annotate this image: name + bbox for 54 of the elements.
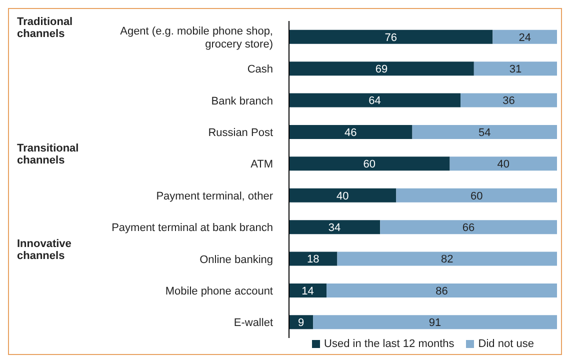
data-label: 24 [518,32,531,44]
legend-label: Did not use [477,338,534,350]
data-label: 40 [497,158,510,171]
bar [289,188,396,202]
bar [313,315,557,330]
data-label: 9 [298,317,304,330]
text: Transitional channels [17,142,79,167]
y-tick-label: Bank branch [211,95,273,108]
y-tick-label: Cash [247,64,273,76]
bar [289,283,327,298]
bar [450,156,557,171]
y-tick-label: Payment terminal, other [156,190,274,202]
data-label: 46 [344,126,357,139]
bar [396,188,557,202]
legend-label: Used in the last 12 months [323,338,454,350]
bar [289,252,338,266]
data-label: 14 [302,285,314,298]
data-label: 66 [462,222,475,234]
bar [289,156,450,171]
data-label: 69 [375,63,388,76]
data-label: 60 [363,158,376,171]
y-tick-label: ATM [250,158,273,171]
data-label: 86 [436,285,448,298]
data-label: 64 [368,95,381,108]
bar [474,62,557,76]
bar [337,252,557,266]
bar [492,30,557,44]
y-tick-label: E-wallet [234,317,273,330]
data-label: 60 [470,190,483,202]
bar [412,124,557,139]
data-label: 54 [478,126,491,139]
data-label: 76 [384,32,397,44]
text: Traditional channels [17,16,73,40]
data-label: 36 [502,95,515,108]
y-tick-label: Online banking [200,254,273,266]
data-label: 31 [509,63,522,76]
bar [289,124,412,139]
bar [460,93,557,108]
bar [289,220,380,234]
y-tick-label: Agent (e.g. mobile phone shop, grocery store) [120,25,273,50]
data-label: 40 [336,190,349,202]
bar [289,62,474,76]
bar [289,93,461,108]
data-label: 34 [328,222,341,234]
data-label: 91 [428,317,442,330]
bar [289,30,493,44]
data-label: 18 [306,254,320,266]
y-tick-label: Mobile phone account [165,285,273,298]
bar [380,220,557,234]
data-label: 82 [440,254,454,266]
text: Innovative channels [17,238,72,262]
y-tick-label: Payment terminal at bank branch [112,222,273,234]
bar [326,283,557,298]
y-tick-label: Russian Post [208,126,273,139]
